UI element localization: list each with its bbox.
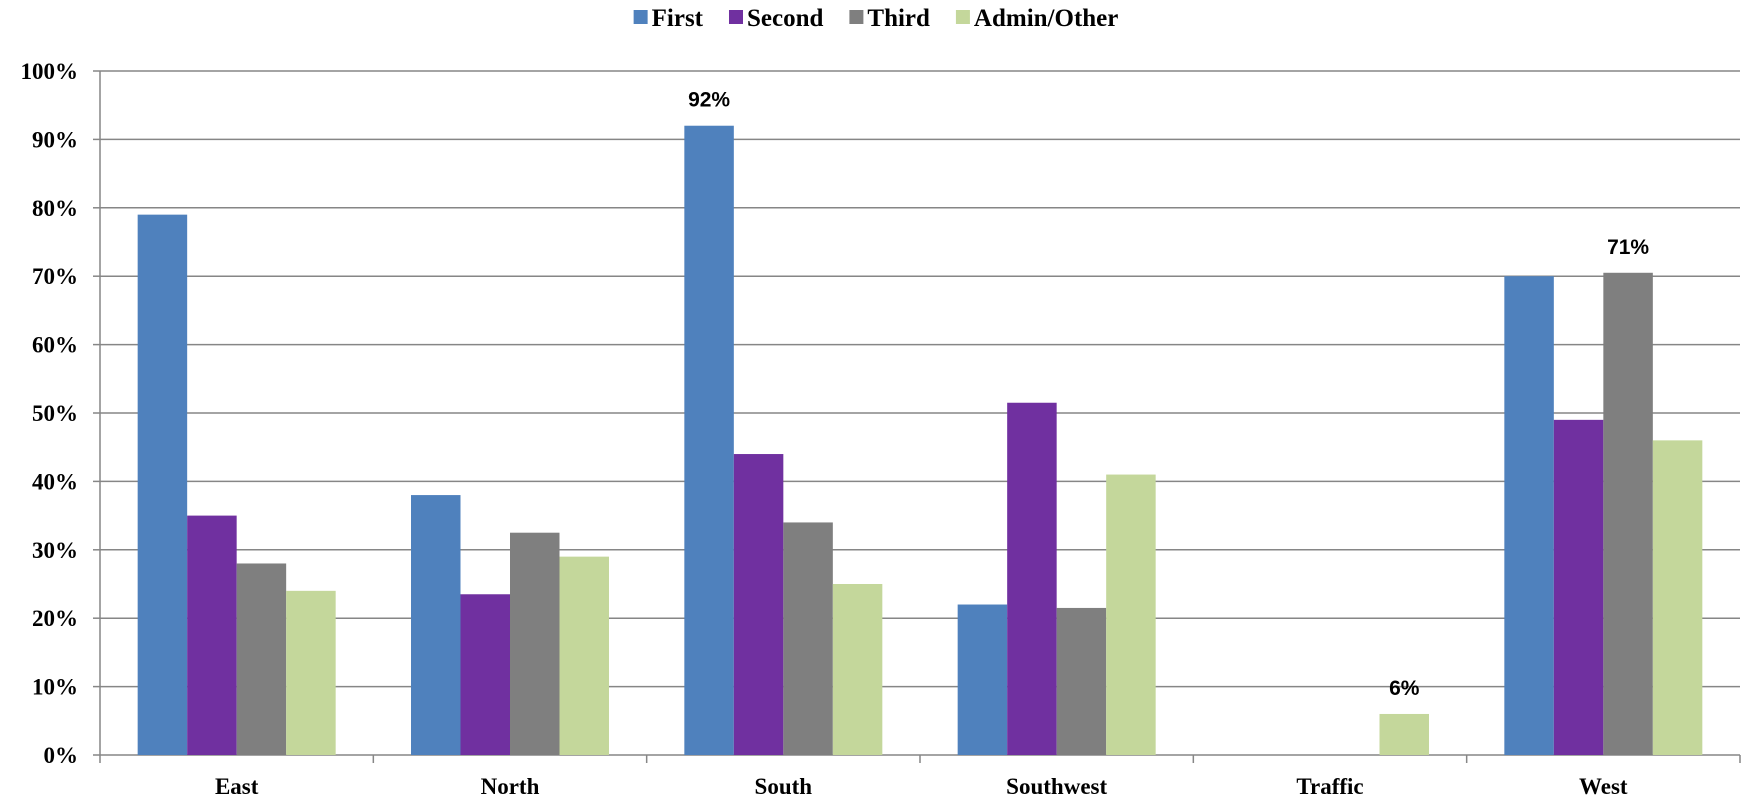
x-tick-label: Traffic (1296, 774, 1363, 798)
legend-swatch (728, 10, 743, 24)
bar-first-east (137, 214, 188, 755)
y-tick-label: 50% (32, 401, 78, 426)
bar-second-southwest (1007, 402, 1057, 755)
data-label: 92% (688, 89, 730, 112)
y-tick-label: 40% (32, 469, 78, 494)
bar-first-south (684, 125, 734, 756)
y-tick-label: 30% (32, 538, 78, 563)
y-tick-label: 60% (32, 333, 78, 358)
x-tick-label: West (1579, 774, 1628, 798)
bar-third-north (510, 532, 560, 755)
bar-second-west (1553, 419, 1604, 755)
legend-swatch (849, 10, 864, 24)
y-tick-label: 10% (32, 675, 78, 700)
bar-second-east (187, 515, 237, 755)
bar-third-south (783, 522, 833, 755)
bar-admin-other-west (1652, 440, 1703, 755)
x-tick-label: Southwest (1006, 774, 1107, 798)
bar-second-north (460, 594, 510, 755)
y-tick-label: 80% (32, 196, 78, 221)
y-tick-label: 70% (32, 264, 78, 289)
bar-admin-other-north (559, 556, 609, 755)
x-tick-label: South (755, 774, 813, 798)
y-tick-label: 0% (44, 743, 79, 768)
bar-first-southwest (957, 604, 1008, 755)
bar-admin-other-southwest (1106, 474, 1156, 755)
bar-first-west (1504, 276, 1554, 755)
data-label: 71% (1607, 236, 1649, 259)
legend-label: First (652, 5, 704, 32)
y-tick-label: 20% (32, 606, 78, 631)
legend-swatch (633, 10, 648, 24)
x-tick-label: East (215, 774, 259, 798)
bar-admin-other-traffic (1379, 713, 1429, 755)
legend-label: Third (867, 5, 930, 32)
bar-admin-other-south (832, 584, 883, 755)
y-tick-label: 90% (32, 127, 78, 152)
legend-label: Admin/Other (974, 5, 1118, 32)
bar-second-south (733, 454, 784, 755)
y-tick-label: 100% (21, 59, 79, 84)
bar-admin-other-east (286, 590, 336, 755)
legend-label: Second (747, 5, 824, 32)
x-tick-label: North (481, 774, 540, 798)
legend-swatch (955, 10, 970, 24)
bar-first-north (411, 495, 461, 755)
bar-third-west (1603, 272, 1653, 755)
bar-third-southwest (1056, 607, 1107, 755)
data-label: 6% (1389, 677, 1420, 700)
bar-third-east (236, 563, 287, 755)
